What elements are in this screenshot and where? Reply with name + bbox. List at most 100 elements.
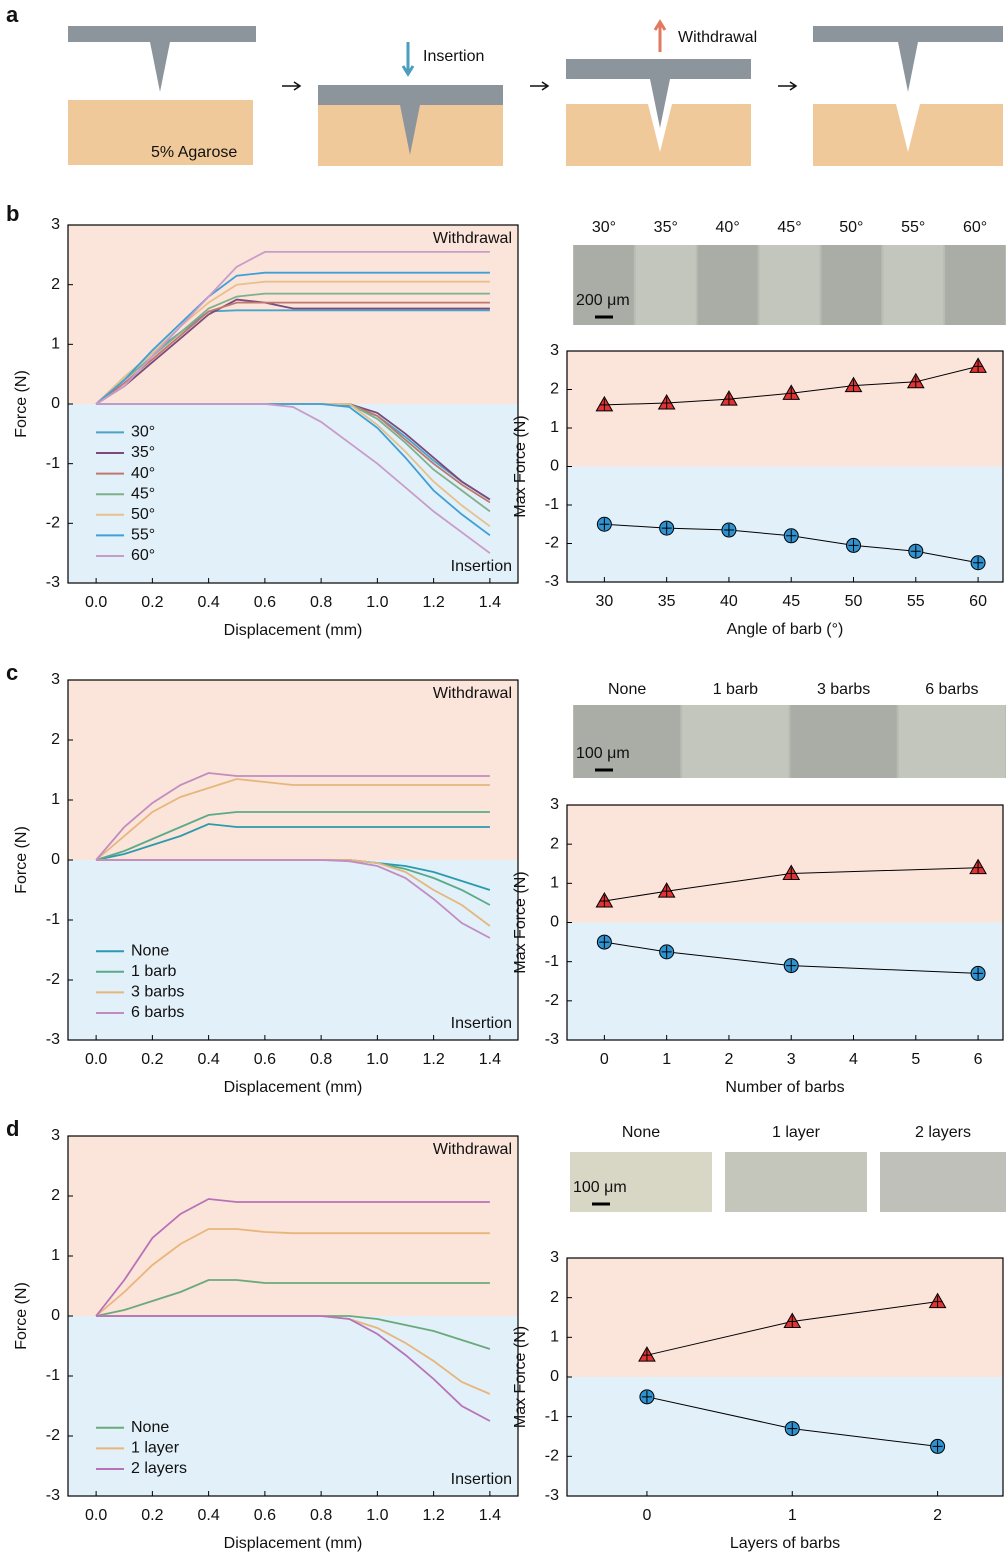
- y-tick-label: -3: [46, 574, 60, 591]
- arrow: [530, 81, 550, 91]
- error-cross: [973, 556, 984, 569]
- insertion-label: Insertion: [423, 48, 484, 65]
- image-cell: [574, 245, 634, 325]
- x-axis-title: Displacement (mm): [224, 1535, 363, 1552]
- error-cross: [599, 894, 610, 907]
- image-cell: [945, 245, 1005, 325]
- withdrawal-region: [68, 1136, 518, 1316]
- y-axis-title: Force (N): [13, 1282, 30, 1350]
- error-cross: [661, 885, 672, 898]
- error-cross: [786, 387, 797, 400]
- y-tick-label: -2: [46, 515, 60, 532]
- force-curve: [95, 271, 490, 405]
- image-label: 45°: [777, 219, 801, 236]
- image-cell: [682, 705, 789, 778]
- scale-label: 100 μm: [576, 745, 630, 762]
- x-tick-label: 0.2: [141, 1507, 163, 1524]
- image-cell: [697, 245, 758, 325]
- error-cross: [599, 398, 610, 411]
- image-label: 30°: [592, 219, 616, 236]
- legend-label: 1 layer: [131, 1440, 180, 1457]
- x-tick-label: 60: [969, 593, 987, 610]
- image-cell: [821, 245, 882, 325]
- x-tick-label: 45: [782, 593, 800, 610]
- x-tick-label: 35: [658, 593, 676, 610]
- legend-label: 50°: [131, 506, 155, 523]
- force-curve: [95, 251, 490, 405]
- image-label: 35°: [654, 219, 678, 236]
- holder: [68, 26, 256, 42]
- plot-frame: [67, 1135, 519, 1497]
- y-tick-label: 0: [51, 851, 60, 868]
- withdrawal-label: Withdrawal: [678, 29, 757, 46]
- x-axis-title: Number of barbs: [725, 1079, 844, 1096]
- error-cross: [910, 545, 921, 558]
- x-tick-label: 1.2: [423, 594, 445, 611]
- legend-label: 40°: [131, 465, 155, 482]
- image-cell: [574, 705, 681, 778]
- image-label: 3 barbs: [817, 681, 870, 698]
- y-tick-label: 1: [550, 875, 559, 892]
- y-axis-title: Max Force (N): [512, 1326, 529, 1428]
- force-curve: [96, 1315, 491, 1422]
- legend-label: 2 layers: [131, 1460, 187, 1477]
- scale-label: 200 μm: [576, 292, 630, 309]
- insertion-region: [68, 860, 518, 1040]
- image-cell: [790, 705, 897, 778]
- plot-frame: [566, 350, 1004, 583]
- connector: [604, 867, 979, 902]
- region-label: Withdrawal: [433, 230, 512, 247]
- y-tick-label: 1: [550, 1329, 559, 1346]
- legend-label: 60°: [131, 547, 155, 564]
- needle: [400, 105, 420, 155]
- y-tick-label: -3: [46, 1031, 60, 1048]
- x-tick-label: 4: [849, 1051, 858, 1068]
- scale-label: 100 μm: [573, 1179, 627, 1196]
- schematic: Insertion Withdrawal 5% Agarose: [68, 19, 1003, 166]
- y-tick-label: -3: [545, 1487, 559, 1504]
- needle: [650, 79, 670, 128]
- x-tick-label: 0.6: [254, 1507, 276, 1524]
- y-tick-label: 3: [550, 342, 559, 359]
- x-tick-label: 0.8: [310, 1507, 332, 1524]
- error-cross: [848, 539, 859, 552]
- plot-frame: [67, 679, 519, 1041]
- image-label: 55°: [901, 219, 925, 236]
- image-cell: [898, 705, 1005, 778]
- x-tick-label: 0.0: [85, 594, 107, 611]
- y-tick-label: -2: [545, 535, 559, 552]
- x-tick-label: 55: [907, 593, 925, 610]
- error-cross: [723, 524, 734, 537]
- region-label: Withdrawal: [433, 1141, 512, 1158]
- x-tick-label: 0.4: [198, 1051, 220, 1068]
- x-tick-label: 1.4: [479, 594, 501, 611]
- x-tick-label: 1.2: [423, 1507, 445, 1524]
- error-cross: [910, 375, 921, 388]
- image-label: 40°: [716, 219, 740, 236]
- panel-label: a: [6, 2, 19, 27]
- agarose-label: 5% Agarose: [151, 144, 237, 161]
- x-tick-label: 5: [911, 1051, 920, 1068]
- legend-label: 45°: [131, 485, 155, 502]
- error-cross: [599, 936, 610, 949]
- y-tick-label: 1: [550, 419, 559, 436]
- holder: [566, 59, 751, 79]
- force-curve: [95, 778, 490, 861]
- x-tick-label: 0.6: [254, 594, 276, 611]
- image-cell: [880, 1152, 1006, 1212]
- agarose-block: [68, 100, 253, 165]
- x-tick-label: 0: [600, 1051, 609, 1068]
- error-cross: [848, 379, 859, 392]
- x-tick-label: 0.2: [141, 1051, 163, 1068]
- insertion-region: [68, 404, 518, 583]
- y-tick-label: 3: [51, 1127, 60, 1144]
- error-cross: [787, 1315, 798, 1328]
- y-tick-label: -3: [46, 1487, 60, 1504]
- holder: [318, 85, 503, 105]
- y-tick-label: -3: [545, 1031, 559, 1048]
- insertion-region: [567, 922, 1003, 1040]
- y-tick-label: 2: [51, 276, 60, 293]
- y-tick-label: 0: [550, 458, 559, 475]
- y-tick-label: -1: [545, 1408, 559, 1425]
- y-tick-label: -1: [46, 911, 60, 928]
